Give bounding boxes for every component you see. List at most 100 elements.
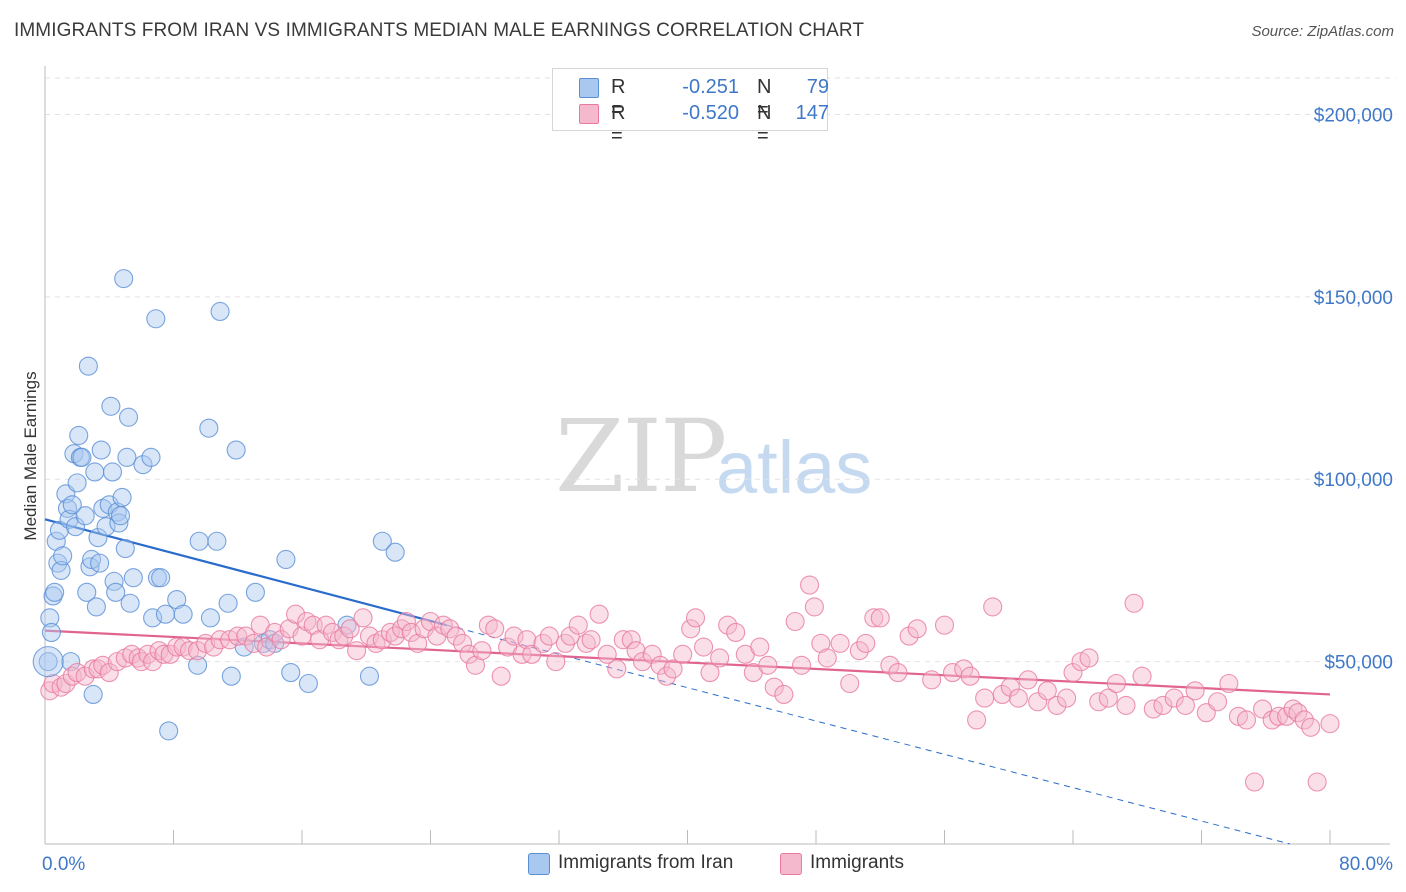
point-iran	[188, 655, 208, 675]
point-immigrants	[188, 641, 208, 661]
point-iran	[189, 531, 209, 551]
point-immigrants	[167, 637, 187, 657]
point-iran	[78, 356, 98, 376]
point-immigrants	[694, 637, 714, 657]
point-immigrants	[533, 633, 553, 653]
point-immigrants	[764, 677, 784, 697]
point-iran	[90, 553, 110, 573]
point-immigrants	[607, 659, 627, 679]
point-immigrants	[589, 604, 609, 624]
point-immigrants	[626, 641, 646, 661]
point-immigrants	[244, 633, 264, 653]
point-iran	[298, 673, 318, 694]
legend-swatch-blue	[579, 78, 599, 98]
point-iran	[86, 597, 106, 617]
point-iran	[110, 506, 131, 526]
point-immigrants	[864, 608, 884, 628]
point-iran	[67, 473, 87, 493]
point-iran	[40, 608, 60, 628]
x-tick-label-min: 0.0%	[42, 854, 85, 875]
point-iran	[359, 666, 380, 686]
point-immigrants	[880, 655, 900, 675]
point-immigrants	[1208, 692, 1228, 712]
point-immigrants	[385, 626, 405, 646]
point-iran	[173, 604, 193, 624]
point-iran	[210, 301, 230, 321]
point-immigrants	[143, 652, 163, 672]
point-immigrants	[621, 630, 641, 650]
y-tick-label: $100,000	[1314, 470, 1393, 491]
point-immigrants	[1028, 692, 1048, 712]
point-iran	[61, 652, 81, 672]
point-iran	[62, 495, 82, 515]
point-immigrants	[568, 615, 588, 635]
axes	[44, 66, 1390, 845]
point-immigrants	[870, 608, 890, 628]
point-iran	[75, 506, 95, 526]
point-immigrants	[297, 611, 317, 632]
point-immigrants	[1185, 681, 1205, 701]
point-iran	[200, 608, 220, 628]
point-immigrants	[1262, 710, 1282, 730]
point-iran	[159, 721, 179, 741]
point-immigrants	[1307, 772, 1327, 792]
point-immigrants	[491, 666, 511, 686]
tick-labels: $50,000 $100,000 $150,000 $200,000 0.0% 80.0%	[42, 105, 1393, 875]
point-immigrants	[1116, 695, 1136, 715]
point-immigrants	[93, 655, 113, 675]
point-immigrants	[99, 663, 119, 683]
point-immigrants	[401, 622, 421, 642]
point-immigrants	[1124, 593, 1144, 613]
point-immigrants	[750, 637, 770, 657]
point-iran	[83, 684, 103, 704]
point-immigrants	[433, 615, 453, 635]
point-immigrants	[1244, 772, 1265, 792]
point-immigrants	[657, 666, 677, 686]
point-iran	[51, 560, 71, 580]
point-iran	[85, 462, 105, 482]
point-iran	[96, 517, 116, 537]
point-iran	[59, 509, 79, 529]
point-iran	[41, 622, 61, 642]
point-iran	[93, 498, 113, 518]
trend-line-iran-extension	[446, 624, 1291, 845]
point-immigrants	[1000, 677, 1020, 697]
legend-r-value: -0.520	[682, 102, 739, 124]
point-iran	[276, 549, 296, 570]
point-immigrants	[1037, 681, 1057, 701]
point-immigrants	[597, 644, 617, 664]
point-immigrants	[1252, 699, 1273, 719]
point-immigrants	[673, 644, 693, 664]
point-immigrants	[478, 615, 498, 635]
point-immigrants	[663, 659, 683, 679]
point-immigrants	[975, 688, 995, 708]
point-immigrants	[372, 630, 392, 650]
point-immigrants	[459, 644, 479, 664]
point-iran	[112, 487, 132, 508]
watermark-atlas: atlas	[716, 426, 873, 509]
point-immigrants	[1098, 688, 1118, 708]
point-immigrants	[236, 626, 256, 646]
point-immigrants	[581, 630, 601, 650]
point-immigrants	[1132, 666, 1152, 686]
legend-n-label: N =	[757, 76, 772, 121]
point-immigrants	[700, 663, 720, 683]
point-immigrants	[512, 644, 532, 664]
point-immigrants	[804, 597, 824, 617]
point-immigrants	[1079, 648, 1099, 668]
legend-r-label: R =	[611, 102, 626, 147]
point-immigrants	[967, 710, 987, 730]
point-iran	[38, 652, 58, 672]
point-iran	[118, 407, 139, 427]
point-iran	[117, 447, 137, 467]
point-iran	[102, 462, 123, 482]
point-immigrants	[1219, 673, 1239, 694]
point-immigrants	[366, 633, 386, 653]
point-immigrants	[347, 641, 367, 661]
bottom-legend-swatch-pink	[780, 853, 802, 875]
point-iran	[101, 396, 121, 416]
point-immigrants	[1294, 710, 1314, 730]
point-immigrants	[681, 619, 701, 639]
point-immigrants	[204, 637, 224, 657]
point-immigrants	[173, 637, 193, 657]
